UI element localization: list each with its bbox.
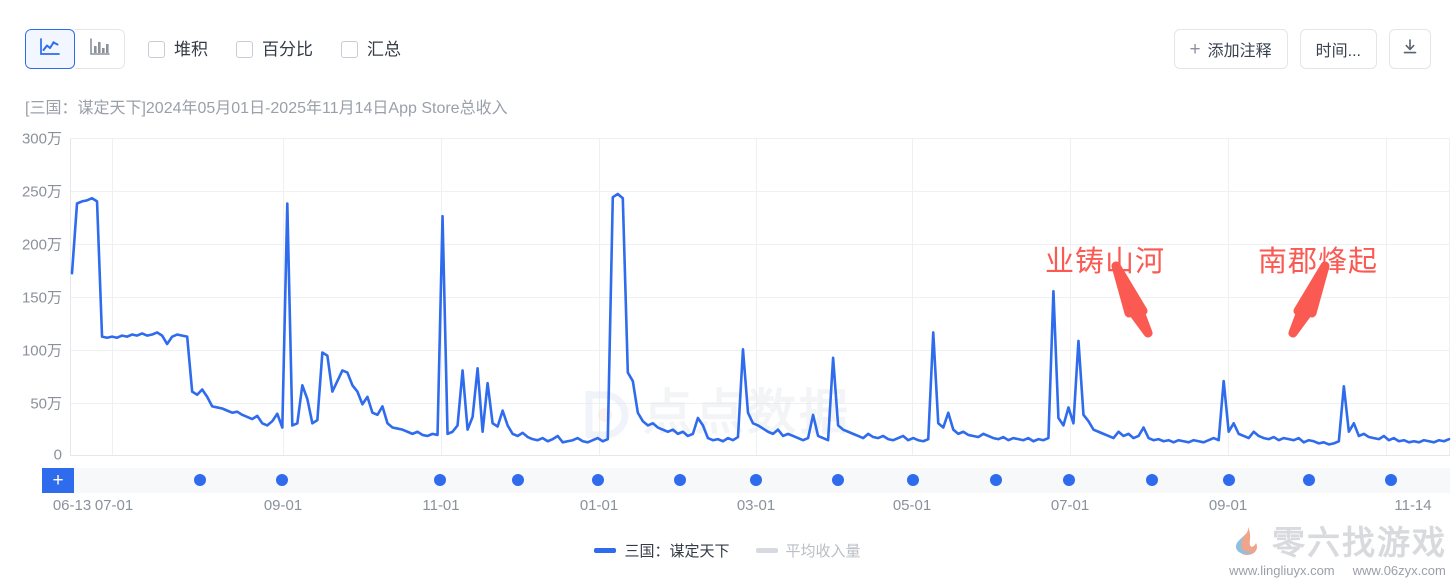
- annotation-marker[interactable]: [512, 474, 524, 486]
- x-tick-4: 01-01: [579, 497, 619, 514]
- checkbox-summary[interactable]: 汇总: [341, 39, 401, 59]
- annotation-marker[interactable]: [750, 474, 762, 486]
- annotation-marker[interactable]: [1303, 474, 1315, 486]
- x-tick-8: 09-01: [1208, 497, 1248, 514]
- annotation-marker[interactable]: [434, 474, 446, 486]
- legend-swatch-main: [594, 548, 617, 553]
- checkbox-stacked-box[interactable]: [148, 40, 165, 58]
- checkbox-percentage-box[interactable]: [236, 40, 253, 58]
- checkbox-stacked-label: 堆积: [174, 39, 208, 59]
- checkbox-percentage-label: 百分比: [262, 39, 313, 59]
- y-tick-100: 100万: [21, 342, 62, 360]
- annotation-arrow-1: [1111, 261, 1153, 338]
- y-tick-150: 150万: [21, 289, 62, 307]
- annotation-marker[interactable]: [990, 474, 1002, 486]
- x-tick-7: 07-01: [1050, 497, 1090, 514]
- x-tick-9: 11-14: [1394, 497, 1432, 514]
- chart-options: 堆积 百分比 汇总: [148, 29, 401, 69]
- legend-label-main: 三国：谋定天下: [624, 543, 730, 560]
- x-tick-0: 06-13: [52, 497, 92, 514]
- x-tick-6: 05-01: [892, 497, 932, 514]
- chart-toolbar: 堆积 百分比 汇总 + 添加注释 时间...: [0, 0, 1455, 90]
- download-icon: [1401, 38, 1419, 61]
- x-axis-labels: 06-13 07-01 09-01 11-01 01-01 03-01 05-0…: [0, 497, 1455, 521]
- checkbox-percentage[interactable]: 百分比: [236, 39, 313, 59]
- checkbox-summary-label: 汇总: [367, 39, 401, 59]
- series-path-main: [72, 194, 1449, 444]
- time-range-button[interactable]: 时间...: [1299, 29, 1377, 69]
- annotation-arrow-2: [1288, 261, 1330, 338]
- add-marker-button[interactable]: +: [42, 468, 74, 493]
- plus-icon: +: [52, 469, 64, 491]
- annotation-marker[interactable]: [1063, 474, 1075, 486]
- y-tick-0: 0: [53, 446, 62, 464]
- time-range-label: 时间...: [1315, 43, 1361, 60]
- y-tick-50: 50万: [30, 395, 62, 413]
- annotation-marker[interactable]: [1385, 474, 1397, 486]
- annotation-marker[interactable]: [1223, 474, 1235, 486]
- chart-type-switcher[interactable]: [25, 29, 125, 69]
- annotation-marker[interactable]: [832, 474, 844, 486]
- add-annotation-button[interactable]: + 添加注释: [1173, 29, 1288, 69]
- revenue-line-series: [70, 118, 1450, 518]
- chart-plot-area: 300万 250万 200万 150万 100万 50万 0: [0, 118, 1455, 518]
- x-tick-5: 03-01: [736, 497, 776, 514]
- bar-chart-icon: [89, 37, 111, 62]
- annotation-marker[interactable]: [907, 474, 919, 486]
- annotation-label-2: 南郡烽起: [1258, 246, 1379, 278]
- y-tick-200: 200万: [21, 236, 62, 254]
- annotation-marker[interactable]: [194, 474, 206, 486]
- chart-subtitle: [三国：谋定天下]2024年05月01日-2025年11月14日App Stor…: [25, 100, 508, 117]
- toolbar-actions: + 添加注释 时间...: [1173, 29, 1431, 69]
- site-watermark-url-primary: www.lingliuyx.com: [1229, 563, 1335, 578]
- download-button[interactable]: [1389, 29, 1431, 69]
- bar-chart-button[interactable]: [75, 29, 125, 69]
- x-tick-1: 07-01: [94, 497, 134, 514]
- checkbox-summary-box[interactable]: [341, 40, 358, 58]
- site-watermark-url-secondary: www.06zyx.com: [1352, 563, 1446, 578]
- legend-item-main[interactable]: 三国：谋定天下: [594, 540, 730, 561]
- line-chart-icon: [39, 37, 61, 62]
- chart-gridlines: [70, 118, 1450, 518]
- annotation-label-1: 业铸山河: [1045, 246, 1166, 278]
- y-tick-300: 300万: [21, 130, 62, 148]
- chart-legend: 三国：谋定天下 平均收入量: [0, 540, 1455, 561]
- y-axis-labels: 300万 250万 200万 150万 100万 50万 0: [0, 118, 68, 518]
- annotation-strip[interactable]: [42, 468, 1450, 493]
- annotation-marker[interactable]: [674, 474, 686, 486]
- annotation-marker[interactable]: [1146, 474, 1158, 486]
- plus-icon: +: [1189, 38, 1201, 60]
- x-tick-2: 09-01: [263, 497, 303, 514]
- x-tick-3: 11-01: [422, 497, 460, 514]
- line-chart-button[interactable]: [25, 29, 75, 69]
- add-annotation-label: 添加注释: [1207, 43, 1272, 60]
- checkbox-stacked[interactable]: 堆积: [148, 39, 208, 59]
- y-tick-250: 250万: [21, 183, 62, 201]
- annotation-marker[interactable]: [276, 474, 288, 486]
- annotation-marker[interactable]: [592, 474, 604, 486]
- legend-label-average: 平均收入量: [785, 543, 861, 560]
- legend-item-average[interactable]: 平均收入量: [755, 540, 861, 561]
- legend-swatch-average: [755, 548, 778, 553]
